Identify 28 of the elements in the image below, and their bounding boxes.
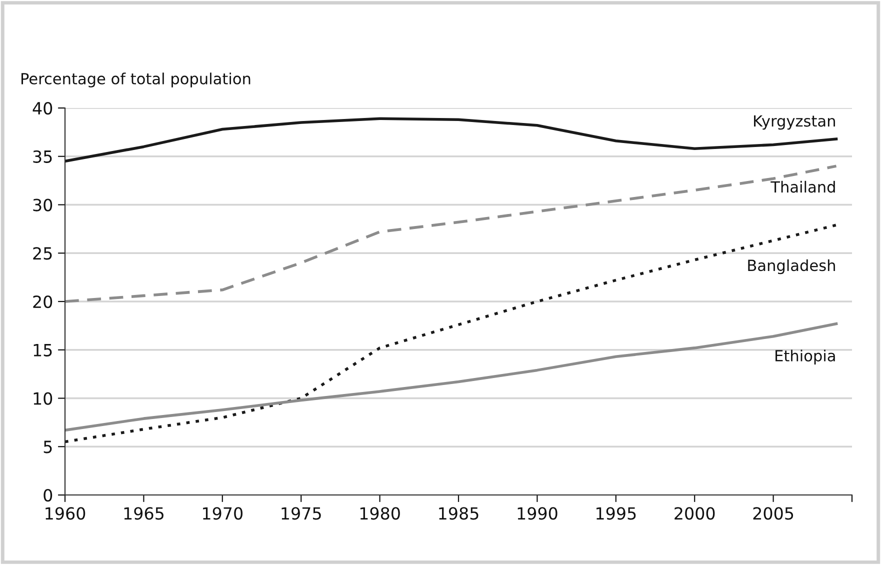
series-label: Kyrgyzstan <box>754 115 835 130</box>
line-series <box>65 224 838 444</box>
y-tick-label: 5 <box>44 440 52 454</box>
y-tick-label: 30 <box>33 198 52 212</box>
series-label: Ethiopia <box>776 350 835 364</box>
y-tick-label: 25 <box>33 247 52 260</box>
y-tick-label: 35 <box>33 150 52 163</box>
series-label: Bangladesh <box>748 259 835 274</box>
y-tick-label: 10 <box>34 392 52 405</box>
x-tick-label: 1980 <box>360 507 400 520</box>
line-series <box>65 164 838 303</box>
x-tick-label: 1960 <box>46 507 86 520</box>
series-label: Thailand <box>770 180 835 193</box>
line-series <box>65 322 838 432</box>
x-tick-label: 1985 <box>439 507 478 520</box>
y-tick-label: 0 <box>44 488 52 502</box>
y-axis-title: Percentage of total population <box>22 72 250 88</box>
x-tick-label: 2000 <box>674 507 715 520</box>
x-tick-label: 1995 <box>596 507 636 520</box>
x-tick-label: 1975 <box>282 507 321 520</box>
x-tick-label: 1965 <box>124 507 164 520</box>
y-tick-label: 20 <box>33 295 52 308</box>
x-tick-label: 1970 <box>203 507 242 520</box>
x-tick-label: 1990 <box>518 507 558 520</box>
y-tick-label: 40 <box>32 102 52 115</box>
line-series <box>65 117 838 163</box>
x-tick-label: 2005 <box>753 507 794 520</box>
y-tick-label: 15 <box>34 344 52 356</box>
